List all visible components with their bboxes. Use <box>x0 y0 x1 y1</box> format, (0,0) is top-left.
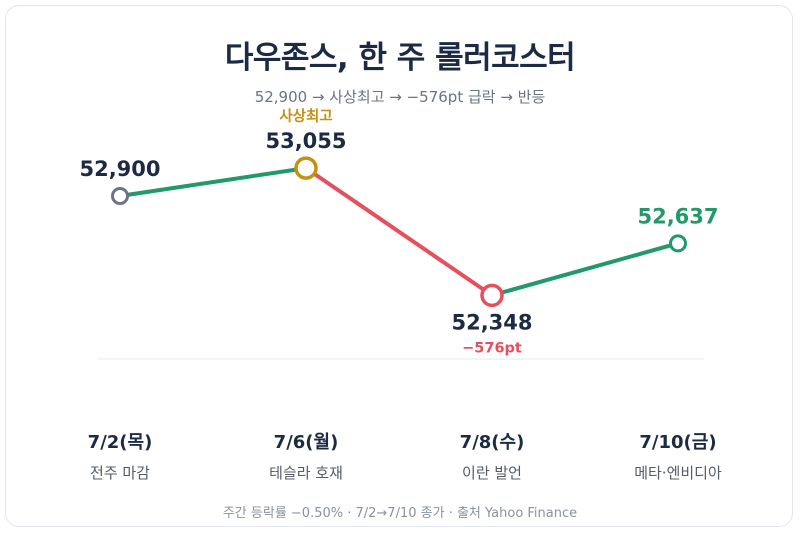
x-tick-date: 7/8(수) <box>460 432 525 453</box>
chart-card <box>5 5 793 527</box>
point-annotation: −576pt <box>462 340 522 356</box>
x-tick-date: 7/10(금) <box>639 432 716 453</box>
value-label: 52,900 <box>79 157 160 181</box>
data-point-marker <box>669 234 687 253</box>
line-segment <box>304 166 494 298</box>
data-point-marker <box>294 156 318 180</box>
chart-subtitle: 52,900 → 사상최고 → −576pt 급락 → 반등 <box>254 88 546 106</box>
x-tick-date: 7/2(목) <box>88 432 153 453</box>
source-footer: 주간 등락률 −0.50% · 7/2→7/10 종가 · 출처 Yahoo F… <box>222 506 578 521</box>
chart-title: 다우존스, 한 주 롤러코스터 <box>224 40 576 76</box>
value-label: 52,348 <box>451 310 532 334</box>
line-segment <box>490 241 680 298</box>
x-tick-event: 이란 발언 <box>462 464 522 482</box>
x-tick-event: 메타·엔비디아 <box>634 464 722 482</box>
x-tick-event: 전주 마감 <box>90 464 150 482</box>
x-tick-date: 7/6(월) <box>274 432 339 453</box>
point-annotation: 사상최고 <box>279 107 332 125</box>
data-point-marker <box>111 187 129 205</box>
value-label: 52,637 <box>637 204 718 228</box>
data-point-marker <box>480 283 504 308</box>
x-tick-event: 테슬라 호재 <box>269 464 343 482</box>
value-label: 53,055 <box>265 129 346 153</box>
line-segment <box>118 166 308 198</box>
